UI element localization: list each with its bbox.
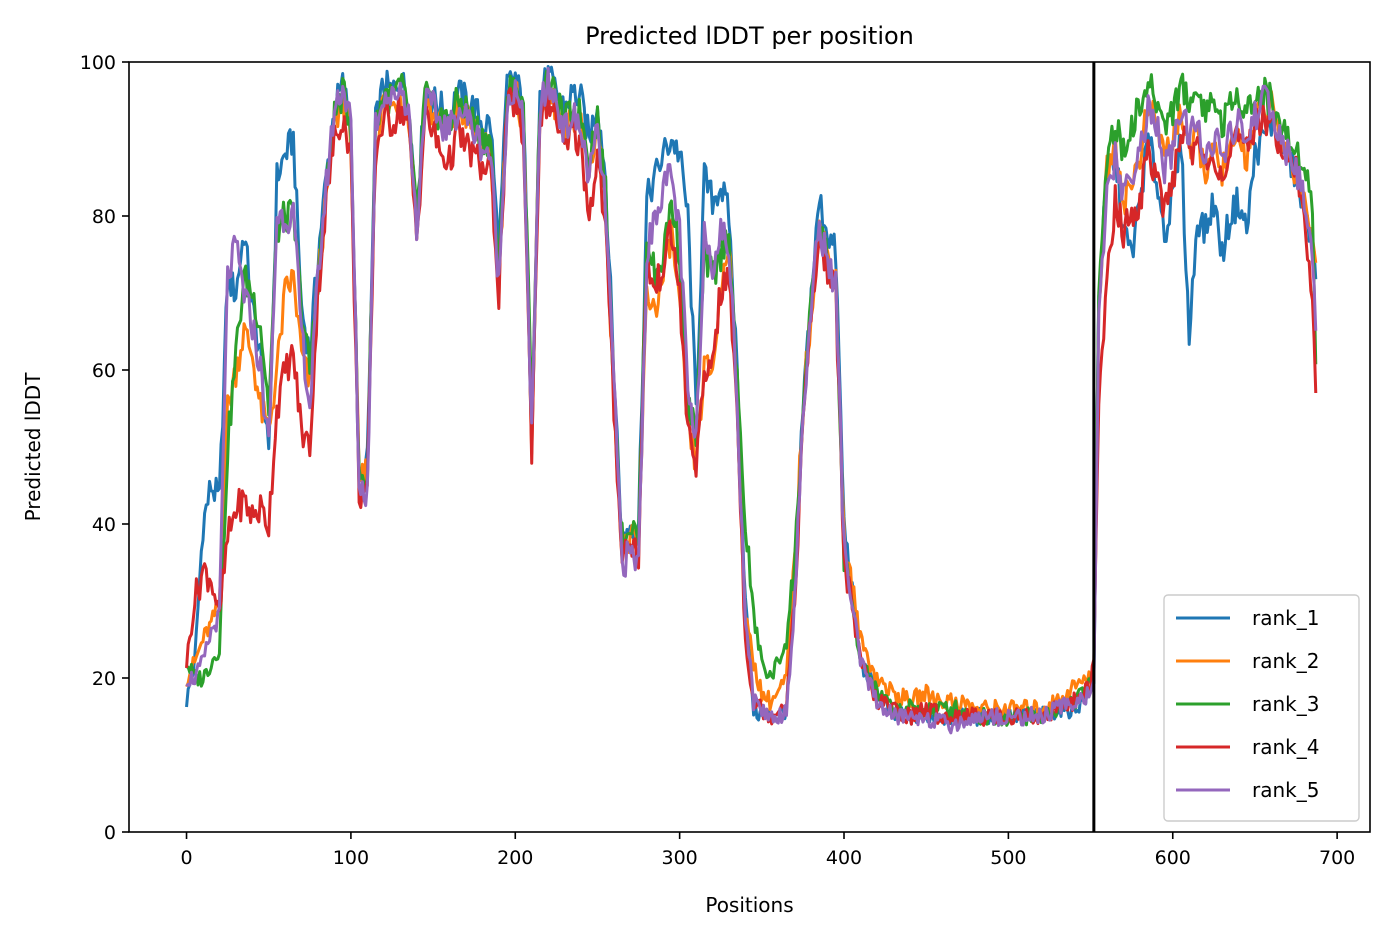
legend-label: rank_5 <box>1252 778 1319 802</box>
legend-label: rank_1 <box>1252 606 1319 630</box>
plot-frame <box>128 61 1371 833</box>
y-tick-label: 0 <box>104 822 116 844</box>
x-tick-label: 0 <box>180 847 192 869</box>
y-tick-label: 100 <box>80 52 116 74</box>
x-tick-label: 200 <box>497 847 533 869</box>
x-tick-label: 500 <box>990 847 1026 869</box>
legend-label: rank_2 <box>1252 649 1319 673</box>
y-tick-label: 40 <box>92 514 116 536</box>
y-axis-label: Predicted lDDT <box>21 372 45 522</box>
legend: rank_1 rank_2 rank_3 rank_4 rank_5 <box>1163 594 1360 822</box>
x-tick-label: 600 <box>1155 847 1191 869</box>
x-tick-label: 100 <box>333 847 369 869</box>
x-tick-label: 700 <box>1319 847 1355 869</box>
x-tick-label: 300 <box>662 847 698 869</box>
y-tick-label: 20 <box>92 668 116 690</box>
x-tick-label: 400 <box>826 847 862 869</box>
legend-box <box>1163 594 1360 822</box>
y-tick-label: 60 <box>92 360 116 382</box>
legend-label: rank_4 <box>1252 735 1319 759</box>
chart-title: Predicted lDDT per position <box>585 22 914 50</box>
y-tick-label: 80 <box>92 206 116 228</box>
series-line-rank-5 <box>185 66 1318 735</box>
x-axis-label: Positions <box>705 893 793 917</box>
legend-label: rank_3 <box>1252 692 1319 716</box>
